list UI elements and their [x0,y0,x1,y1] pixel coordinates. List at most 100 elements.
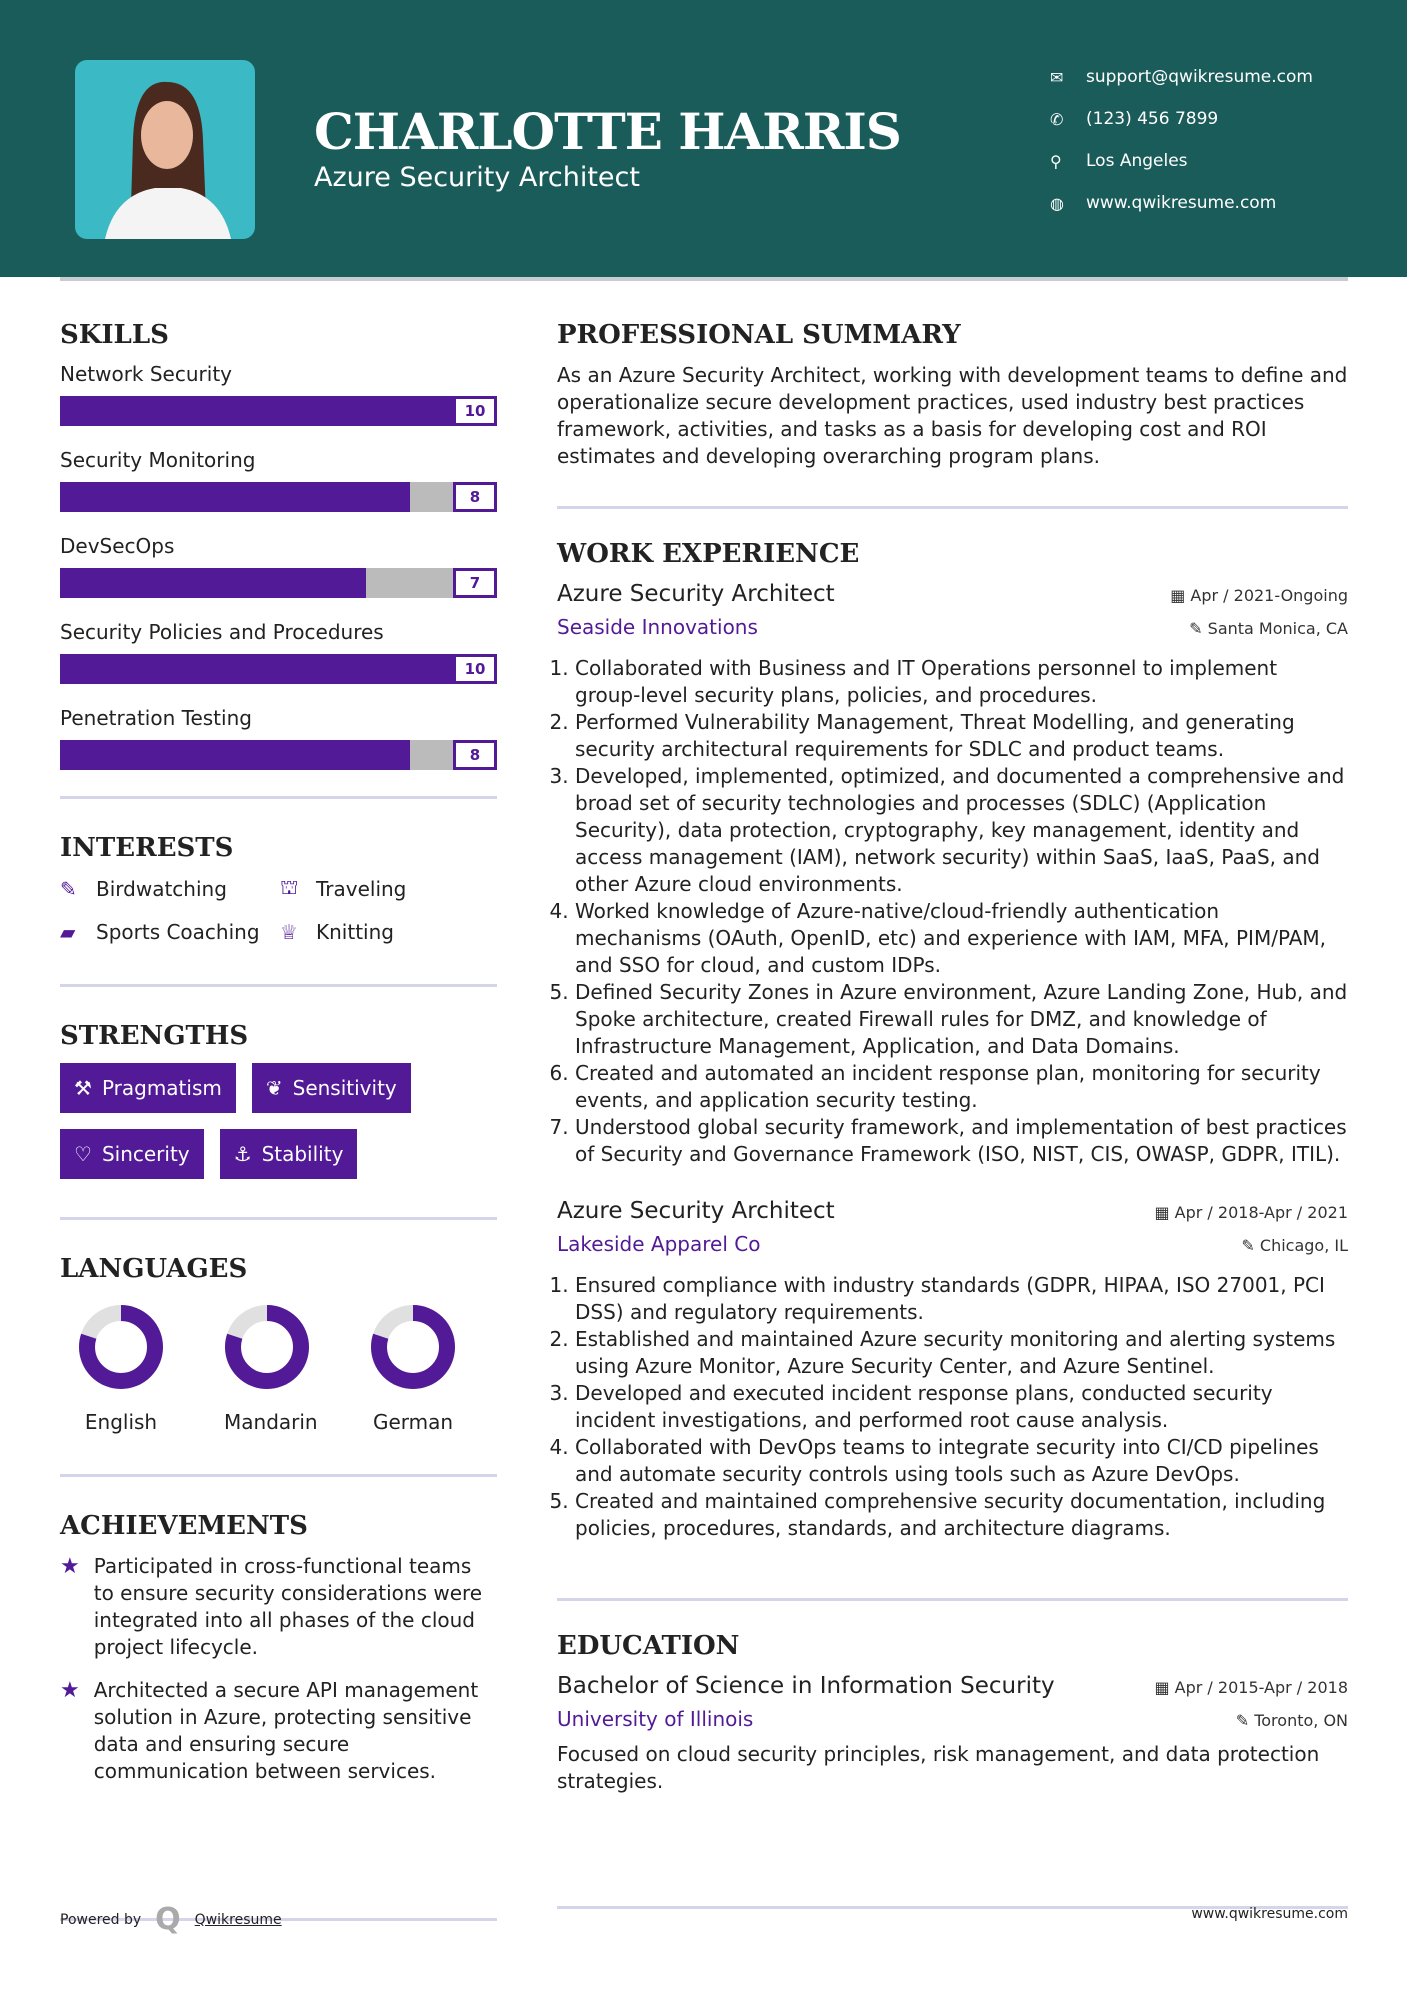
strength-badge: ⚓ Stability [219,1129,358,1179]
divider [60,1217,497,1220]
date-text: Apr / 2021-Ongoing [1190,586,1348,605]
job-date: ▦ Apr / 2021-Ongoing [1170,586,1348,605]
binoculars-icon: ⛫ [280,875,299,899]
contact-location: ⚲ Los Angeles [1050,140,1313,182]
date-text: Apr / 2018-Apr / 2021 [1174,1203,1348,1222]
skill-bar: 8 [60,740,497,770]
languages-heading: LANGUAGES [60,1254,248,1284]
header-divider [60,277,1348,281]
interests-heading: INTERESTS [60,833,234,863]
summary-heading: PROFESSIONAL SUMMARY [557,320,961,350]
location-text: Toronto, ON [1254,1711,1348,1730]
contact-website[interactable]: ◍ www.qwikresume.com [1050,182,1313,224]
interests-list: ✎ Birdwatching ⛫ Traveling ▰ Sports Coaching ♕… [60,875,497,944]
job-head: Azure Security Architect ▦ Apr / 2021-Ong… [557,581,1348,607]
leaf-icon: ❦ [265,1076,283,1100]
skill-label: DevSecOps [60,534,175,558]
qwikresume-logo-icon: Q [155,1902,181,1937]
divider [60,796,497,799]
bullet: Established and maintained Azure securit… [575,1326,1348,1380]
job-bullets: Collaborated with Business and IT Operat… [557,655,1348,1168]
strengths-list: ⚒ Pragmatism ❦ Sensitivity ♡ Sincerity ⚓ Stabil… [60,1063,480,1179]
education-heading: EDUCATION [557,1631,740,1661]
skill-label: Security Monitoring [60,448,256,472]
bullet: Collaborated with Business and IT Operat… [575,655,1348,709]
interest-label: Birdwatching [96,876,227,901]
skill-value: 10 [453,396,497,426]
brand-link[interactable]: Qwikresume [194,1911,282,1928]
experience-heading: WORK EXPERIENCE [557,539,860,569]
strength-badge: ⚒ Pragmatism [60,1063,236,1113]
job-head: Azure Security Architect ▦ Apr / 2018-Apr… [557,1198,1348,1224]
languages-list: English Mandarin German [60,1304,497,1434]
contact-list: ✉ support@qwikresume.com ✆ (123) 456 7899 … [1050,56,1313,224]
language-label: German [372,1410,454,1434]
job-title: Azure Security Architect [557,581,835,607]
interest-item: ⛫ Traveling [280,875,480,902]
education-location: ✎ Toronto, ON [1236,1711,1348,1730]
calendar-icon: ▦ [1154,1203,1175,1222]
skill-label: Network Security [60,362,232,386]
header: CHARLOTTE HARRIS Azure Security Architec… [0,0,1407,277]
strength-label: Sincerity [101,1142,190,1166]
edit-icon: ✎ [60,876,77,901]
donut-fill [371,1305,455,1389]
job-sub: Seaside Innovations ✎ Santa Monica, CA [557,615,1348,639]
footer-url[interactable]: www.qwikresume.com [1191,1906,1348,1922]
bullet: Ensured compliance with industry standar… [575,1272,1348,1326]
bullet: Collaborated with DevOps teams to integr… [575,1434,1348,1488]
job: Azure Security Architect ▦ Apr / 2021-Ong… [557,581,1348,1168]
interest-item: ♕ Knitting [280,920,480,944]
strength-badge: ❦ Sensitivity [251,1063,411,1113]
phone-icon: ✆ [1050,109,1064,129]
candidate-title: Azure Security Architect [314,162,640,193]
footer-divider [60,1918,497,1921]
language-donut [79,1305,163,1389]
right-column: PROFESSIONAL SUMMARY As an Azure Securit… [557,320,1348,1795]
skill-label: Penetration Testing [60,706,252,730]
education-text: Focused on cloud security principles, ri… [557,1742,1320,1793]
skills-list: Network Security 10 Security Monitoring 8 De… [60,362,497,770]
strength-label: Stability [261,1142,344,1166]
envelope-icon: ✉ [1050,67,1064,87]
degree: Bachelor of Science in Information Secur… [557,1673,1055,1699]
bullet: Created and maintained comprehensive sec… [575,1488,1348,1542]
donut-fill [225,1305,309,1389]
calendar-icon: ▦ [1170,586,1191,605]
divider [557,506,1348,509]
profile-photo [75,60,255,239]
contact-text: (123) 456 7899 [1086,109,1219,129]
achievements-list: ★ Participated in cross-functional teams … [60,1553,497,1785]
trophy-icon: ♕ [280,920,298,944]
skill-bar-fill [60,482,410,512]
language-item: English [78,1304,164,1434]
language-item: German [370,1304,456,1434]
interest-item: ▰ Sports Coaching [60,920,280,944]
candidate-name: CHARLOTTE HARRIS [314,102,902,161]
bullet: Developed and executed incident response… [575,1380,1348,1434]
achievement-item: ★ Architected a secure API management sol… [60,1677,497,1785]
education-date: ▦ Apr / 2015-Apr / 2018 [1154,1678,1348,1697]
interest-label: Knitting [316,920,394,944]
powered-by-text: Powered by [60,1911,142,1928]
language-donut [225,1305,309,1389]
interest-item: ✎ Birdwatching [60,875,280,902]
language-item: Mandarin [224,1304,318,1434]
anchor-icon: ⚓ [233,1142,252,1166]
strength-label: Sensitivity [292,1076,397,1100]
job-sub: Lakeside Apparel Co ✎ Chicago, IL [557,1232,1348,1256]
skill-bar: 7 [60,568,497,598]
bullet: Defined Security Zones in Azure environm… [575,979,1348,1060]
pin-icon: ✎ [1235,1711,1255,1730]
achievement-item: ★ Participated in cross-functional teams … [60,1553,497,1661]
contact-text: Los Angeles [1086,151,1188,171]
location-text: Chicago, IL [1259,1236,1348,1255]
language-donut [371,1305,455,1389]
contact-email[interactable]: ✉ support@qwikresume.com [1050,56,1313,98]
language-label: Mandarin [224,1410,318,1434]
briefcase-icon: ▰ [60,920,76,944]
achievements-heading: ACHIEVEMENTS [60,1511,308,1541]
job: Azure Security Architect ▦ Apr / 2018-Apr… [557,1198,1348,1542]
map-pin-icon: ⚲ [1050,151,1062,171]
contact-phone: ✆ (123) 456 7899 [1050,98,1313,140]
